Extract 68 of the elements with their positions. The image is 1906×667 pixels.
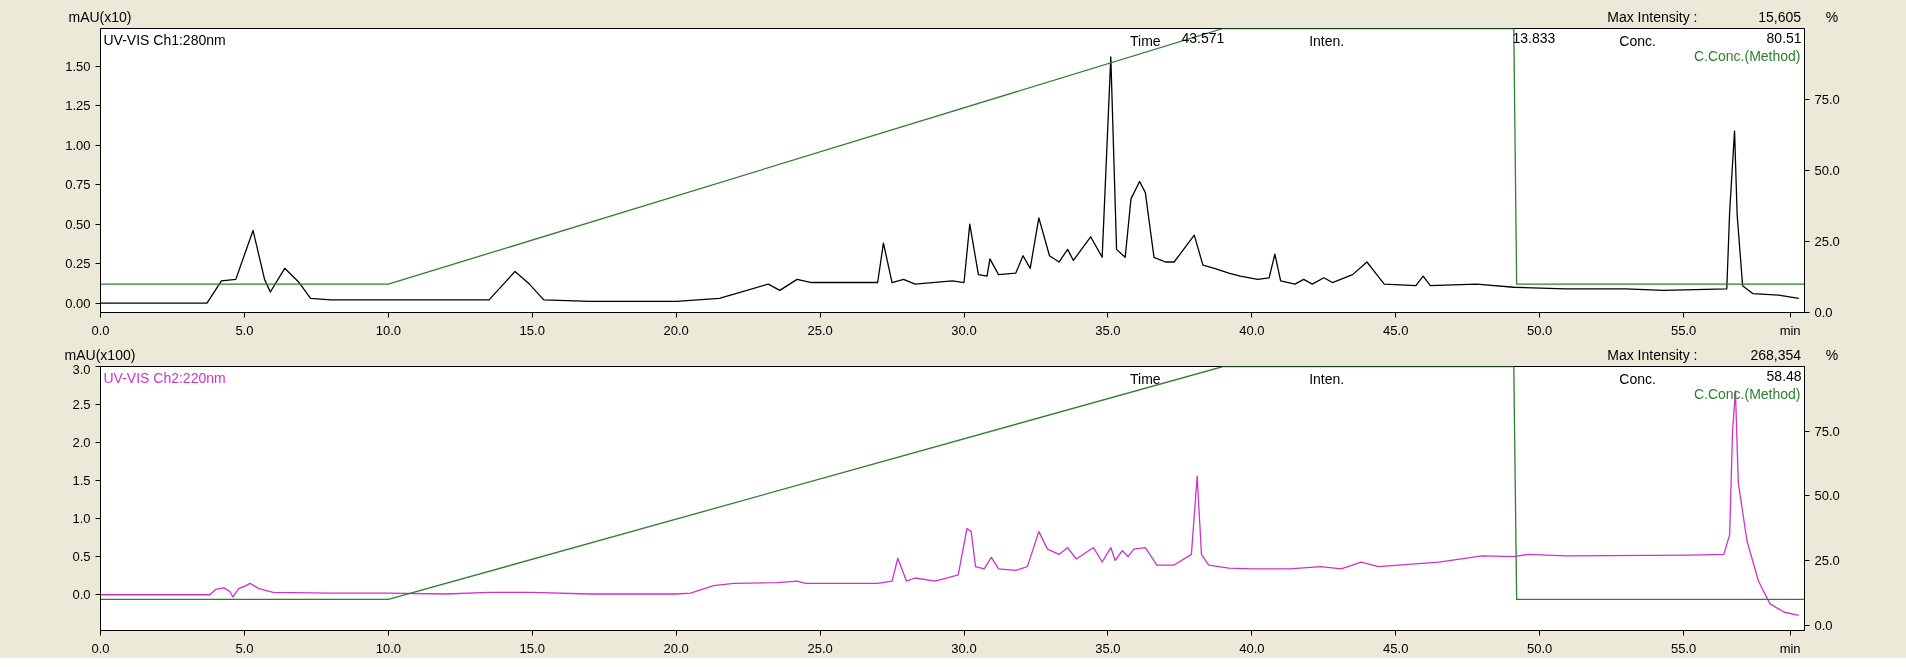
x-tick-label: 45.0 — [1383, 640, 1409, 656]
x-tick-label: 15.0 — [519, 640, 545, 656]
text: UV-VIS Ch1:280nm — [103, 31, 226, 48]
text: Max Intensity : — [1607, 347, 1698, 363]
y-axis-title: mAU(x100) — [64, 347, 136, 363]
y-tick-label: 0.5 — [72, 549, 91, 565]
x-tick-label: 55.0 — [1670, 322, 1697, 338]
x-tick-label: 25.0 — [807, 640, 833, 656]
x-tick-label: min — [1779, 640, 1801, 656]
x-tick-label: 50.0 — [1527, 322, 1553, 338]
y-tick-label: 1.25 — [65, 98, 91, 114]
text: UV-VIS Ch2:220nm — [103, 369, 226, 386]
text: Max Intensity : — [1607, 9, 1698, 25]
x-tick-label: 25.0 — [807, 322, 833, 338]
y-tick-label: 2.0 — [72, 435, 91, 451]
y2-tick-label: 25.0 — [1814, 553, 1840, 569]
x-tick-label: 5.0 — [235, 640, 254, 656]
x-tick-label: 55.0 — [1670, 640, 1697, 656]
annotation: Inten. — [1309, 32, 1345, 49]
annotation: Inten. — [1309, 370, 1345, 387]
annotation: 58.48 — [1766, 367, 1802, 384]
y-tick-label: 0.50 — [65, 216, 91, 232]
x-tick-label: 45.0 — [1383, 322, 1409, 338]
y2-tick-label: 25.0 — [1814, 234, 1840, 249]
line-series — [100, 390, 1800, 616]
x-tick-label: 30.0 — [951, 640, 977, 656]
x-tick-label: 10.0 — [375, 640, 401, 656]
x-tick-label: 0.0 — [91, 322, 110, 338]
y-tick-label: 1.0 — [72, 511, 91, 527]
text: 268,354 — [1750, 347, 1802, 363]
y2-tick-label: 50.0 — [1814, 163, 1840, 178]
annotation: Conc. — [1619, 32, 1656, 49]
x-tick-label: 40.0 — [1239, 322, 1265, 338]
y2-tick-label: 75.0 — [1814, 423, 1840, 439]
y2-tick-label: 0.0 — [1814, 305, 1833, 320]
x-tick-label: 5.0 — [235, 322, 254, 338]
y-tick-label: 1.50 — [65, 58, 91, 74]
y-tick-label: 0.25 — [65, 256, 91, 272]
y-tick-label: 0.0 — [72, 587, 91, 603]
x-tick-label: 15.0 — [519, 322, 545, 338]
x-tick-label: 10.0 — [375, 322, 401, 338]
x-tick-label: 50.0 — [1527, 640, 1553, 656]
y-tick-label: 2.5 — [72, 397, 91, 413]
x-tick-label: 20.0 — [663, 640, 689, 656]
y2-tick-label: 0.0 — [1814, 617, 1833, 633]
y2-tick-label: 50.0 — [1814, 488, 1840, 504]
x-tick-label: 20.0 — [663, 322, 689, 338]
y-tick-label: 0.00 — [65, 295, 91, 311]
y2-axis-title: % — [1825, 347, 1839, 363]
y-tick-label: 0.75 — [65, 177, 91, 193]
y-axis-title: mAU(x10) — [68, 9, 132, 25]
x-tick-label: min — [1779, 322, 1801, 338]
annotation: Conc. — [1619, 370, 1656, 387]
x-tick-label: 35.0 — [1095, 640, 1121, 656]
x-tick-label: 30.0 — [951, 322, 977, 338]
x-tick-label: 40.0 — [1239, 640, 1265, 656]
annotation: Time — [1130, 32, 1161, 49]
y-tick-label: 1.5 — [72, 473, 91, 489]
y2-tick-label: 75.0 — [1814, 92, 1840, 107]
annotation: Time — [1130, 370, 1161, 387]
y2-axis-title: % — [1825, 9, 1839, 25]
text: 15,605 — [1758, 9, 1802, 25]
y-tick-label: 1.00 — [65, 137, 91, 153]
y-tick-label: 3.0 — [72, 361, 91, 377]
annotation: 80.51 — [1766, 29, 1802, 46]
text: C.Conc.(Method) — [1693, 47, 1801, 64]
x-tick-label: 35.0 — [1095, 322, 1121, 338]
x-tick-label: 0.0 — [91, 640, 110, 656]
